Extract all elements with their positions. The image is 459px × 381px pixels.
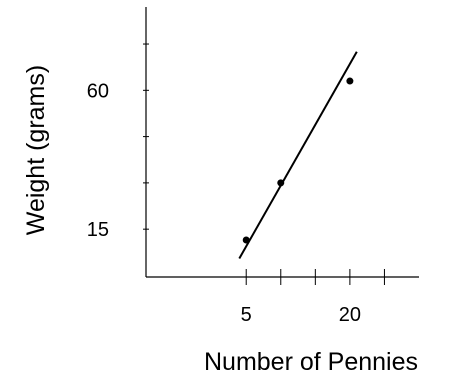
trend-line [238,51,358,259]
data-point [242,236,250,244]
y-tick-label: 60 [87,80,109,102]
y-tick-label: 15 [87,219,109,241]
y-axis-title: Weight (grams) [22,65,50,235]
data-point [346,77,354,85]
data-point [277,179,285,187]
x-axis-title: Number of Pennies [204,348,418,376]
tick-labels-group: 5 20 15 60 [87,80,361,326]
data-points [242,77,354,244]
x-tick-label: 5 [241,304,252,326]
x-tick-label: 20 [339,304,361,326]
